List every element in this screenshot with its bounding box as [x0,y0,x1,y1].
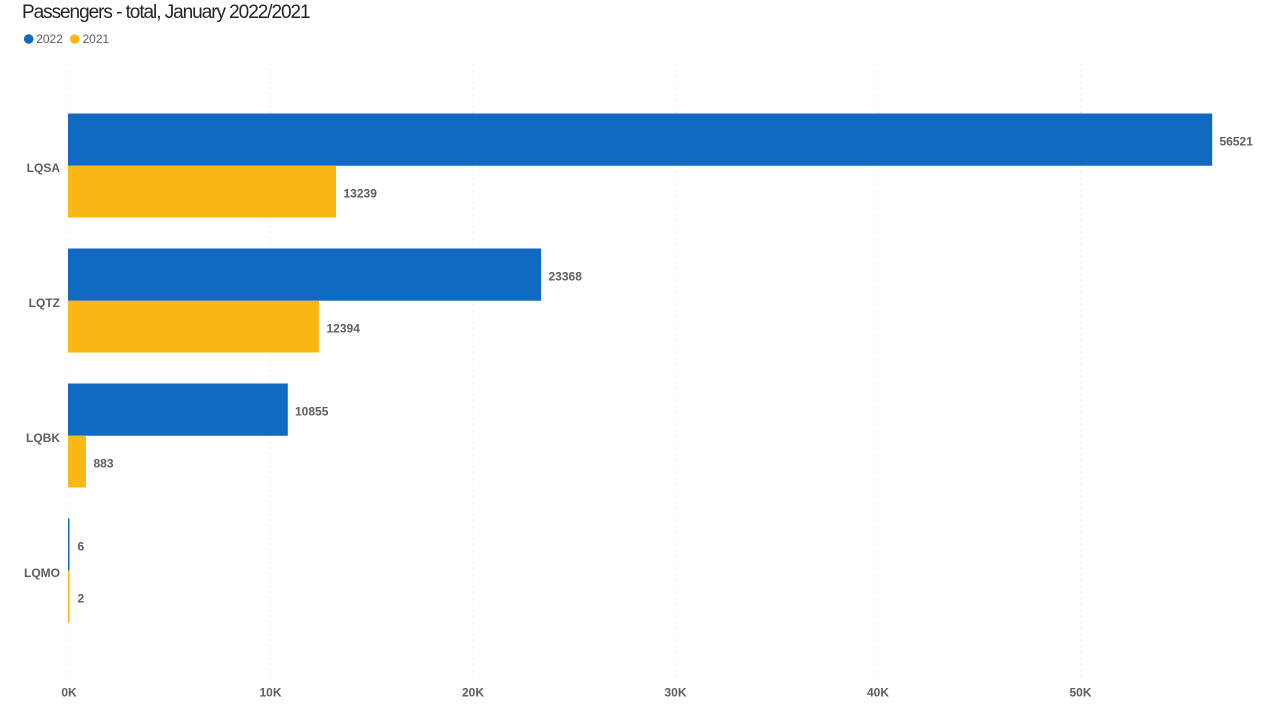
svg-text:30K: 30K [664,686,686,700]
svg-text:6: 6 [78,540,85,554]
svg-text:12394: 12394 [327,322,361,336]
svg-text:LQBK: LQBK [26,431,60,445]
svg-text:LQTZ: LQTZ [29,296,60,310]
svg-text:LQMO: LQMO [24,566,60,580]
svg-text:40K: 40K [867,686,889,700]
svg-text:23368: 23368 [549,270,583,284]
svg-text:2: 2 [78,592,85,606]
svg-text:13239: 13239 [344,187,378,201]
svg-text:0K: 0K [61,686,77,700]
svg-text:2021: 2021 [83,32,110,46]
svg-text:10855: 10855 [295,405,329,419]
svg-text:LQSA: LQSA [27,161,61,175]
svg-text:20K: 20K [462,686,484,700]
svg-text:Passengers - total, January 20: Passengers - total, January 2022/2021 [22,2,310,23]
svg-text:2022: 2022 [36,32,63,46]
svg-text:10K: 10K [259,686,281,700]
svg-text:883: 883 [94,457,114,471]
svg-text:50K: 50K [1069,686,1091,700]
svg-text:56521: 56521 [1220,135,1254,149]
